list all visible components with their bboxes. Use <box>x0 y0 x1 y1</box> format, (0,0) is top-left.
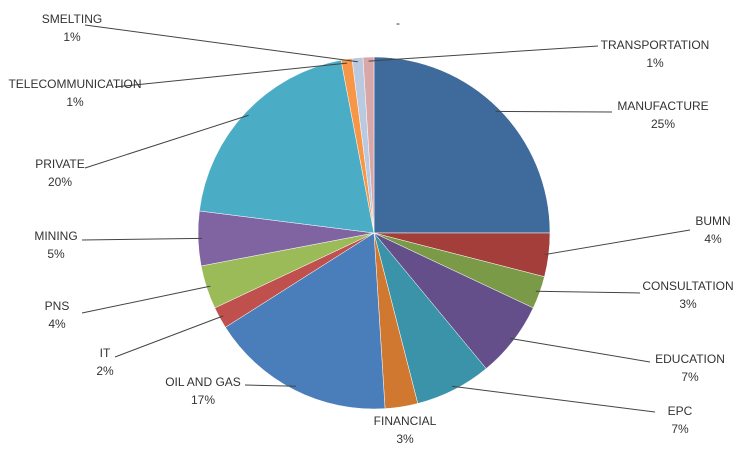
slice-value-label: 17% <box>191 393 215 407</box>
leader-line <box>84 114 249 169</box>
leader-line <box>495 110 613 113</box>
slice-label: BUMN <box>695 214 730 228</box>
slice-value-label: 20% <box>48 175 72 189</box>
slice-label: FINANCIAL <box>374 414 437 428</box>
slice-value-label: 5% <box>47 247 65 261</box>
pie-slice <box>373 56 551 234</box>
slice-value-label: 2% <box>96 364 114 378</box>
slice-value-label: 3% <box>396 432 414 446</box>
leader-line <box>544 229 691 256</box>
slice-value-label: 1% <box>66 95 84 109</box>
leader-line <box>84 24 358 63</box>
leader-line <box>535 290 641 294</box>
slice-value-label: 1% <box>646 56 664 70</box>
slice-label: CONSULTATION <box>642 279 733 293</box>
chart-title: - <box>396 16 400 30</box>
slice-label: TELECOMMUNICATION <box>8 77 141 91</box>
slice-value-label: 3% <box>679 297 697 311</box>
slice-label: TRANSPORTATION <box>601 38 710 52</box>
slice-value-label: 4% <box>48 317 66 331</box>
leader-line <box>114 62 348 88</box>
slice-label: OIL AND GAS <box>165 375 241 389</box>
slice-value-label: 7% <box>671 422 689 436</box>
leader-line <box>81 237 203 241</box>
leader-line <box>509 337 651 363</box>
slice-label: MINING <box>34 229 77 243</box>
slice-value-label: 7% <box>681 370 699 384</box>
leader-line <box>452 385 656 413</box>
slice-value-label: 4% <box>704 232 722 246</box>
leader-line <box>244 384 296 387</box>
slice-label: EDUCATION <box>655 352 725 366</box>
slice-value-label: 25% <box>651 117 675 131</box>
slice-label: PRIVATE <box>35 157 85 171</box>
slice-label: MANUFACTURE <box>617 99 708 113</box>
slice-label: SMELTING <box>42 12 102 26</box>
slice-value-label: 1% <box>63 30 81 44</box>
slice-label: IT <box>100 346 111 360</box>
pie-slice <box>362 56 375 234</box>
leader-line <box>368 45 599 62</box>
leader-line <box>81 285 211 314</box>
slice-label: EPC <box>668 404 693 418</box>
slice-label: PNS <box>45 299 70 313</box>
leader-line <box>114 315 224 358</box>
pie-slice <box>225 232 386 410</box>
